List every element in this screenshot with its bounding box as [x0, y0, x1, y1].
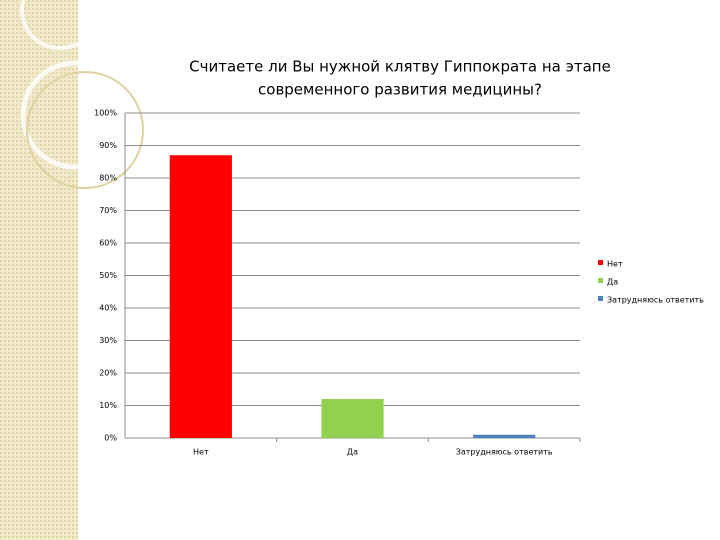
x-tick-label: Да: [347, 448, 358, 457]
legend-label: Затрудняюсь ответить: [607, 296, 704, 305]
chart-title: Считаете ли Вы нужной клятву Гиппократа …: [189, 58, 611, 76]
y-tick-label: 100%: [94, 109, 117, 118]
legend-swatch: [598, 296, 603, 301]
legend-swatch: [598, 278, 603, 283]
x-tick-label: Затрудняюсь ответить: [456, 448, 553, 457]
y-tick-label: 70%: [99, 206, 117, 215]
y-tick-label: 80%: [99, 174, 117, 183]
decor-strip: [0, 0, 144, 540]
x-tick-label: Нет: [193, 448, 209, 457]
y-tick-label: 50%: [99, 271, 117, 280]
y-tick-label: 30%: [99, 336, 117, 345]
y-tick-label: 40%: [99, 304, 117, 313]
legend-label: Да: [607, 278, 618, 287]
legend-label: Нет: [607, 260, 623, 269]
chart-title: современного развития медицины?: [258, 81, 542, 99]
y-tick-label: 0%: [104, 434, 117, 443]
bar: [321, 399, 384, 438]
bar: [169, 155, 232, 438]
legend-swatch: [598, 260, 603, 265]
y-tick-label: 10%: [99, 401, 117, 410]
y-tick-label: 90%: [99, 141, 117, 150]
y-tick-label: 20%: [99, 369, 117, 378]
y-tick-label: 60%: [99, 239, 117, 248]
bar: [473, 434, 536, 438]
